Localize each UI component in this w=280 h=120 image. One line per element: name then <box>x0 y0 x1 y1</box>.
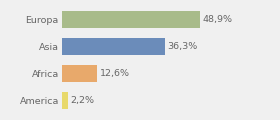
Text: 2,2%: 2,2% <box>70 96 94 105</box>
Bar <box>62 92 68 109</box>
Text: 36,3%: 36,3% <box>167 42 197 51</box>
Text: 48,9%: 48,9% <box>203 15 233 24</box>
Bar <box>62 38 165 55</box>
Text: 12,6%: 12,6% <box>100 69 130 78</box>
Bar <box>62 11 200 28</box>
Bar <box>62 65 97 82</box>
